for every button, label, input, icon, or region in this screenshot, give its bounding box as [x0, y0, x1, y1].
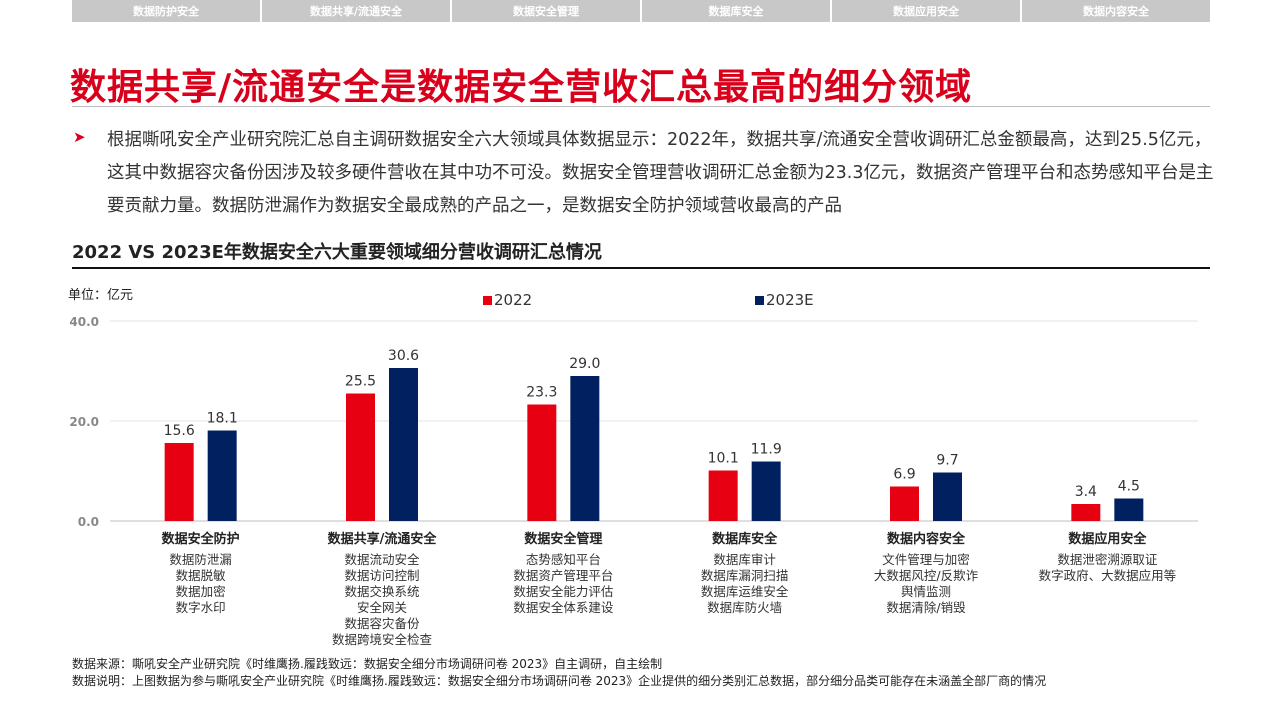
- x-category-label: 数据安全管理: [524, 531, 602, 547]
- category-sub-item: 数字政府、大数据应用等: [1039, 568, 1177, 583]
- title-divider: [72, 106, 1210, 107]
- bar-chart: 0.020.040.015.618.1数据安全防护数据防泄漏数据脱敏数据加密数字…: [69, 315, 1198, 647]
- category-sub-item: 数据库防火墙: [707, 600, 782, 615]
- category-sub-item: 文件管理与加密: [882, 552, 970, 567]
- nav-tab-data-content[interactable]: 数据内容安全: [1022, 0, 1210, 22]
- category-sub-item: 数据防泄漏: [169, 552, 232, 567]
- bar-2022: [708, 470, 738, 521]
- bar-value-label: 3.4: [1075, 484, 1097, 500]
- x-category-label: 数据内容安全: [887, 531, 966, 547]
- bar-value-label: 29.0: [569, 356, 600, 372]
- bar-2022: [890, 486, 919, 521]
- x-category-label: 数据共享/流通安全: [328, 531, 438, 547]
- category-sub-item: 数据交换系统: [344, 584, 419, 599]
- top-navigation: 数据防护安全 数据共享/流通安全 数据安全管理 数据库安全 数据应用安全 数据内…: [72, 0, 1210, 22]
- nav-tab-database[interactable]: 数据库安全: [642, 0, 832, 22]
- summary-text: 根据嘶吼安全产业研究院汇总自主调研数据安全六大领域具体数据显示：2022年，数据…: [107, 130, 1214, 216]
- category-sub-item: 数据泄密溯源取证: [1057, 552, 1158, 567]
- y-tick-label: 40.0: [69, 315, 99, 329]
- bar-2023e: [1114, 498, 1144, 521]
- bar-value-label: 15.6: [164, 423, 195, 439]
- chart-title: 2022 VS 2023E年数据安全六大重要领域细分营收调研汇总情况: [72, 242, 602, 263]
- category-sub-item: 数据流动安全: [344, 552, 420, 567]
- nav-tab-data-protection[interactable]: 数据防护安全: [72, 0, 262, 22]
- category-sub-item: 数据库运维安全: [701, 584, 789, 599]
- legend-label-2023e: 2023E: [766, 291, 814, 309]
- bullet-arrow-icon: ➤: [73, 128, 86, 146]
- legend-swatch-2022: [483, 295, 492, 305]
- bar-2023e: [751, 461, 781, 521]
- category-sub-item: 安全网关: [357, 600, 407, 615]
- footnote-source: 数据来源：嘶吼安全产业研究院《时维鹰扬.履践致远：数据安全细分市场调研问卷 20…: [72, 657, 663, 671]
- bar-value-label: 23.3: [526, 385, 557, 401]
- footnote-note: 数据说明：上图数据为参与嘶吼安全产业研究院《时维鹰扬.履践致远：数据安全细分市场…: [72, 674, 1047, 688]
- bar-2023e: [933, 472, 962, 521]
- category-sub-item: 大数据风控/反欺诈: [874, 568, 979, 583]
- legend-swatch-2023e: [755, 295, 764, 305]
- category-sub-item: 舆情监测: [901, 584, 951, 599]
- x-category-label: 数据库安全: [712, 531, 778, 547]
- category-sub-item: 数据清除/销毁: [886, 600, 966, 615]
- y-tick-label: 0.0: [78, 515, 99, 529]
- category-sub-item: 数据容灾备份: [344, 616, 420, 631]
- bar-2022: [346, 393, 375, 521]
- y-tick-label: 20.0: [69, 415, 99, 429]
- bar-2022: [164, 443, 194, 521]
- legend-item-2023e: 2023E: [755, 291, 814, 309]
- nav-tab-data-application[interactable]: 数据应用安全: [832, 0, 1022, 22]
- bar-value-label: 6.9: [893, 467, 915, 483]
- category-sub-item: 数据脱敏: [176, 568, 227, 583]
- page-title: 数据共享/流通安全是数据安全营收汇总最高的细分领域: [70, 67, 973, 108]
- category-sub-item: 数据访问控制: [344, 568, 419, 583]
- category-sub-item: 数据加密: [176, 584, 226, 599]
- nav-tab-data-management[interactable]: 数据安全管理: [452, 0, 642, 22]
- bar-2022: [1071, 504, 1101, 521]
- category-sub-item: 数据库审计: [713, 552, 776, 567]
- bar-value-label: 30.6: [388, 348, 419, 364]
- category-sub-item: 数据跨境安全检查: [332, 632, 433, 647]
- bar-value-label: 25.5: [345, 374, 376, 390]
- bar-value-label: 10.1: [708, 451, 739, 467]
- x-category-label: 数据安全防护: [162, 531, 240, 547]
- category-sub-item: 数据库漏洞扫描: [701, 568, 789, 583]
- bar-2022: [527, 404, 557, 521]
- nav-tab-data-sharing[interactable]: 数据共享/流通安全: [262, 0, 452, 22]
- legend-label-2022: 2022: [494, 291, 533, 309]
- bar-2023e: [389, 368, 418, 521]
- chart-title-divider: [72, 267, 1210, 269]
- bar-value-label: 11.9: [751, 442, 782, 458]
- category-sub-item: 数据安全体系建设: [513, 600, 614, 615]
- bar-2023e: [207, 430, 237, 521]
- bar-value-label: 9.7: [936, 453, 958, 469]
- unit-label: 单位：亿元: [68, 288, 134, 303]
- bar-2023e: [570, 376, 600, 521]
- bar-value-label: 18.1: [207, 411, 238, 427]
- category-sub-item: 态势感知平台: [526, 552, 601, 567]
- legend-item-2022: 2022: [483, 291, 532, 309]
- category-sub-item: 数据安全能力评估: [513, 584, 613, 599]
- category-sub-item: 数据资产管理平台: [513, 568, 613, 583]
- bar-value-label: 4.5: [1118, 479, 1140, 495]
- category-sub-item: 数字水印: [176, 600, 226, 615]
- x-category-label: 数据应用安全: [1068, 531, 1147, 547]
